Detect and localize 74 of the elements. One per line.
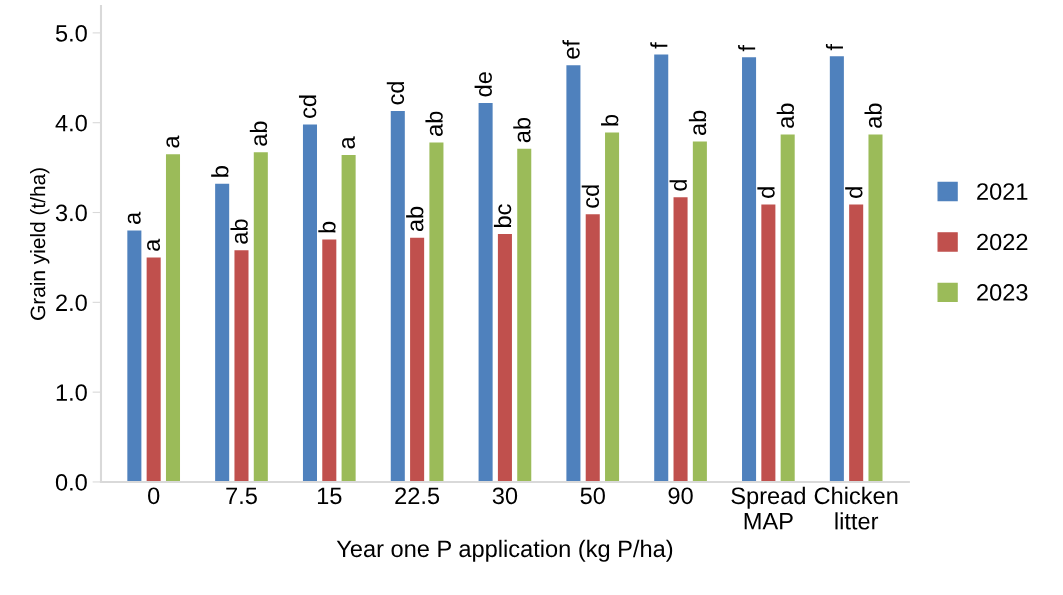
data-label: d: [757, 187, 775, 198]
bar: [302, 124, 318, 482]
bar: [127, 230, 142, 482]
x-tick-label: 30: [492, 487, 518, 505]
x-tick-label: 90: [668, 487, 693, 505]
bar: [742, 57, 757, 482]
bar: [322, 239, 337, 482]
x-tick-label: 22.5: [395, 487, 440, 505]
data-label: a: [342, 136, 355, 149]
bar: [692, 141, 707, 482]
bar: [517, 148, 532, 482]
x-tick-label: 0: [148, 487, 160, 505]
bar: [234, 250, 249, 482]
bar: [146, 257, 161, 482]
bar: [829, 56, 844, 482]
legend-label: 2021: [977, 183, 1028, 200]
data-label: ab: [249, 121, 268, 146]
x-axis-title: Year one P application (kg P/ha): [336, 539, 673, 562]
bar: [410, 237, 425, 482]
x-tick-label: 15: [317, 487, 342, 505]
data-label: ab: [864, 103, 882, 128]
bar: [478, 102, 493, 482]
bar: [761, 204, 776, 482]
bar: [429, 142, 444, 482]
y-axis-title: Grain yield (t/ha): [29, 168, 50, 320]
y-tick-label: 4.0: [55, 114, 87, 132]
bar: [253, 152, 268, 482]
data-label: f: [825, 44, 843, 51]
data-label: a: [147, 238, 161, 251]
legend-label: 2023: [977, 284, 1028, 301]
bar: [868, 134, 883, 482]
data-label: de: [474, 72, 492, 97]
data-label: ab: [230, 219, 248, 244]
bar: [605, 132, 620, 482]
y-tick-label: 0.0: [55, 474, 87, 491]
data-label: ef: [562, 39, 580, 59]
data-label: d: [845, 187, 863, 198]
data-label: cd: [298, 95, 317, 118]
y-tick-label: 3.0: [55, 204, 87, 222]
x-tick-label: 7.5: [226, 487, 257, 505]
data-label: d: [669, 180, 687, 191]
data-label: cd: [386, 82, 405, 105]
bar: [215, 183, 230, 482]
data-label: b: [601, 114, 619, 126]
y-tick-label: 5.0: [55, 24, 87, 42]
x-tick-label: Spread MAP: [731, 486, 805, 530]
y-tick-label: 2.0: [56, 294, 87, 312]
x-tick-label: Chicken litter: [814, 486, 898, 530]
bar: [585, 214, 600, 482]
bar: [341, 155, 356, 482]
data-label: f: [650, 42, 668, 49]
x-tick-label: 50: [580, 487, 605, 505]
data-label: ab: [776, 103, 795, 128]
data-label: f: [738, 44, 756, 52]
bar: [497, 234, 512, 482]
bar: [673, 197, 688, 482]
data-label: b: [211, 166, 229, 177]
bar: [654, 54, 669, 482]
bar: [390, 111, 405, 482]
data-label: a: [166, 135, 180, 148]
bar: [566, 65, 581, 482]
bar: [849, 204, 864, 482]
legend-label: 2022: [977, 233, 1028, 251]
bar: [165, 154, 181, 482]
data-label: ab: [406, 206, 424, 232]
data-label: ab: [688, 110, 707, 136]
data-label: ab: [513, 117, 531, 143]
data-label: bc: [493, 204, 512, 227]
data-label: cd: [581, 185, 600, 208]
data-label: a: [127, 211, 141, 224]
data-label: ab: [425, 111, 443, 136]
data-label: b: [318, 221, 336, 233]
y-tick-label: 1.0: [56, 384, 87, 401]
bar: [780, 134, 795, 482]
